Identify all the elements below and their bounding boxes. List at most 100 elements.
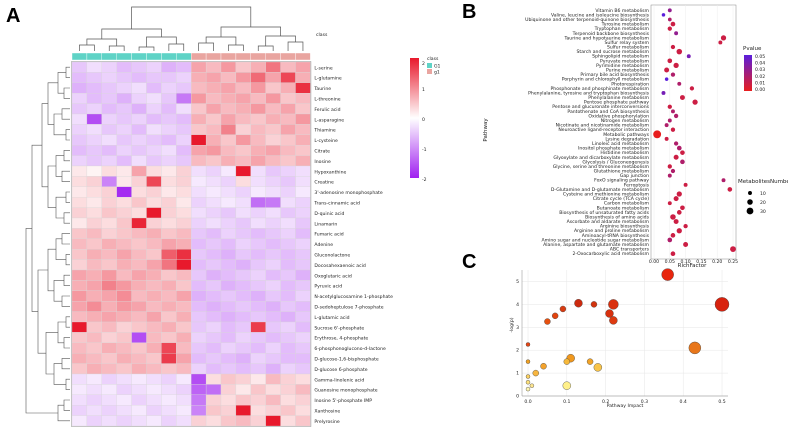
heatmap-cell: [116, 405, 132, 416]
pathway-dot: [670, 44, 676, 50]
heatmap-cell: [250, 61, 266, 73]
pathway-label: Neuroactive ligand-receptor interaction: [558, 127, 649, 133]
heatmap-cell: [101, 290, 117, 302]
impact-x-tick: 0.4: [680, 399, 687, 405]
heatmap-cell: [295, 353, 311, 364]
metabolite-label: L-asparagine: [314, 117, 344, 123]
heatmap-cell: [220, 155, 237, 167]
heatmap-cell: [86, 145, 102, 156]
pathway-dot: [670, 168, 676, 174]
heatmap-cell: [220, 394, 237, 406]
impact-axis-title: Pathway Impact: [607, 403, 644, 409]
heatmap-cell: [176, 405, 192, 416]
heatmap-cell: [250, 301, 266, 312]
pathway-dot: [683, 242, 689, 247]
heatmap-cell: [191, 61, 207, 73]
pathway-dot: [730, 246, 736, 253]
heatmap-cell: [176, 280, 192, 291]
heatmap-cell: [295, 82, 311, 94]
heatmap-cell: [71, 259, 88, 271]
pathway-label: Alanine, aspartate and glutamate metabol…: [543, 242, 649, 248]
heatmap-cell: [205, 93, 222, 104]
heatmap-cell: [265, 238, 281, 250]
class-legend-title: class: [427, 56, 439, 62]
pathway-label: Pentose phosphate pathway: [584, 100, 649, 106]
class-legend-label: g1: [434, 70, 440, 76]
heatmap-cell: [191, 405, 207, 416]
heatmap-cell: [265, 249, 281, 260]
pathway-label: FoxO signaling pathway: [594, 178, 649, 184]
heatmap-cell: [250, 228, 266, 239]
pathway-dot: [670, 233, 676, 238]
heatmap-cell: [205, 113, 222, 125]
heatmap-cell: [146, 124, 162, 135]
heatmap-cell: [71, 186, 88, 198]
heatmap-cell: [250, 321, 266, 333]
heatmap-cell: [295, 217, 311, 229]
heatmap-cell: [116, 145, 132, 156]
heatmap-cell: [265, 207, 281, 219]
heatmap-cell: [71, 124, 88, 135]
heatmap-cell: [101, 259, 117, 271]
heatmap-cell: [191, 186, 207, 198]
heatmap-cell: [131, 72, 147, 83]
class-cell: [71, 52, 88, 61]
heatmap-cell: [220, 342, 237, 354]
heatmap-cell: [116, 72, 132, 83]
class-cell: [86, 52, 103, 61]
heatmap-cell: [176, 342, 192, 354]
heatmap-cell: [235, 134, 251, 146]
heatmap-cell: [176, 259, 192, 271]
dotplot-frame: [650, 4, 737, 260]
heatmap-cell: [265, 301, 281, 312]
heatmap-cell: [265, 113, 281, 125]
heatmap-cell: [101, 217, 117, 229]
heatmap-cell: [116, 311, 132, 323]
heatmap-cell: [101, 72, 117, 83]
heatmap-cell: [86, 384, 102, 395]
pathway-dot: [683, 182, 688, 187]
heatmap-cell: [250, 217, 266, 229]
heatmap-cell: [146, 321, 162, 333]
heatmap-cell: [101, 394, 117, 406]
pvalue-tick: 0.00: [755, 87, 765, 93]
heatmap-cell: [71, 176, 88, 187]
metabolite-label: D-glucose-1,6-bisphosphate: [314, 356, 379, 362]
heatmap-cell: [161, 259, 177, 271]
heatmap-cell: [146, 249, 162, 260]
heatmap-cell: [250, 290, 266, 302]
heatmap-cell: [265, 384, 281, 395]
pathway-dot: [667, 118, 672, 123]
class-cell: [280, 52, 296, 61]
pathway-label: Gap junction: [620, 173, 649, 179]
heatmap-cell: [146, 332, 162, 343]
heatmap-cell: [280, 238, 296, 250]
heatmap-cell: [146, 82, 162, 94]
dendrogram-link: [131, 6, 252, 29]
heatmap-cell: [191, 197, 207, 208]
pathway-dot: [667, 164, 672, 169]
heatmap-cell: [280, 301, 296, 312]
richfactor-tick: 0.05: [665, 259, 675, 265]
heatmap-cell: [161, 82, 177, 94]
heatmap-cell: [265, 186, 281, 198]
heatmap-cell: [101, 93, 117, 104]
impact-y-tick: 5: [516, 279, 519, 285]
dendrogram-link: [45, 332, 58, 375]
heatmap-cell: [131, 269, 147, 281]
heatmap-cell: [205, 290, 222, 302]
pvalue-tick: 0.04: [755, 61, 765, 67]
heatmap-cell: [176, 82, 192, 94]
heatmap-cell: [101, 103, 117, 115]
heatmap-cell: [191, 176, 207, 187]
pathway-dot: [670, 214, 676, 220]
heatmap-cell: [101, 145, 117, 156]
dendrogram-link: [53, 363, 66, 385]
heatmap-cell: [71, 113, 88, 125]
size-legend-label: 30: [760, 209, 766, 215]
heatmap-cell: [295, 238, 311, 250]
heatmap-cell: [191, 238, 207, 250]
pathway-dot: [670, 109, 675, 114]
heatmap-cell: [295, 290, 311, 302]
dendrogram-link: [257, 45, 274, 51]
